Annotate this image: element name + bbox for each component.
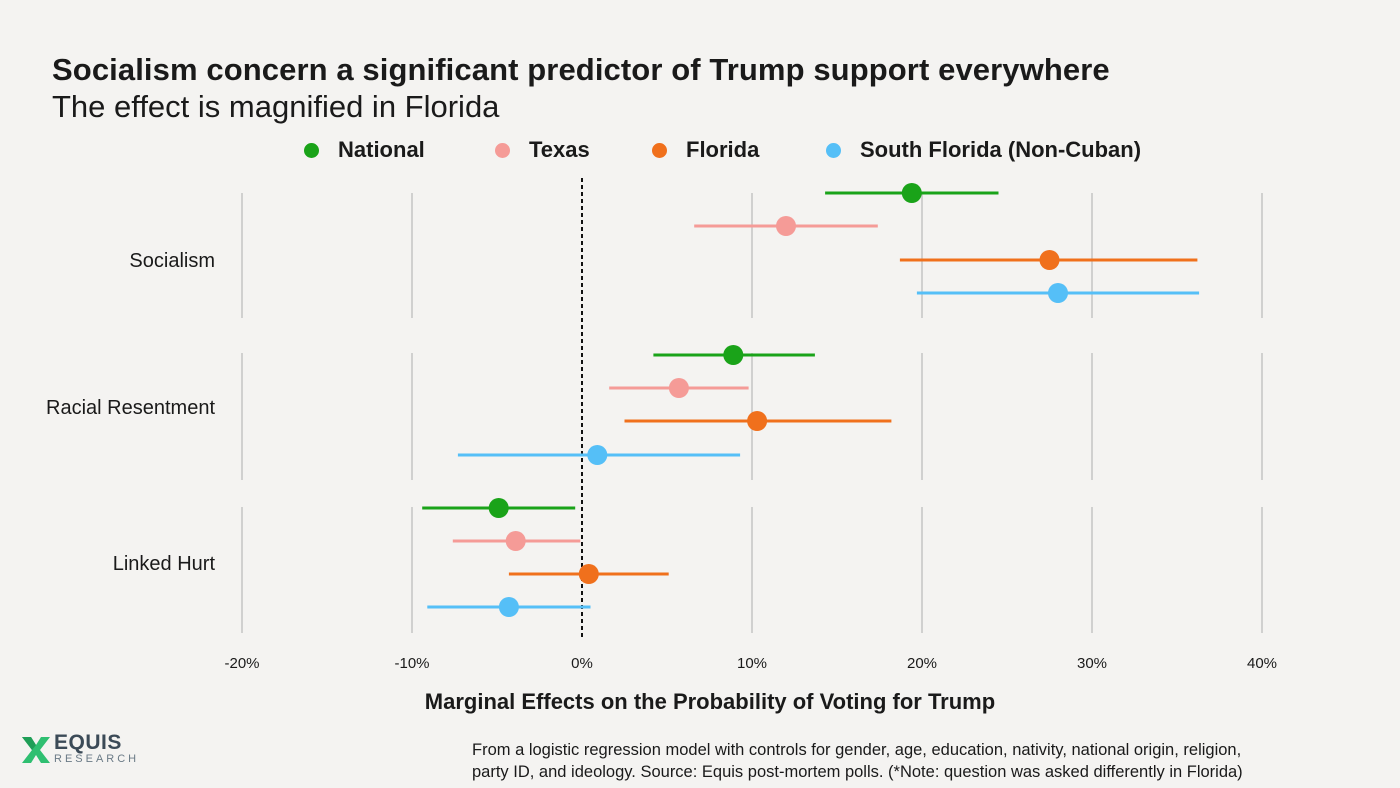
estimate-point (747, 411, 768, 431)
legend-item-florida: Florida (652, 137, 759, 163)
equis-logo: EQUIS RESEARCH (20, 731, 140, 766)
estimate-point (578, 564, 599, 584)
footnote: From a logistic regression model with co… (472, 739, 1243, 783)
category-label: Linked Hurt (113, 553, 216, 575)
footnote-line-2: party ID, and ideology. Source: Equis po… (472, 763, 1243, 781)
logo-brand-text: EQUIS (54, 731, 122, 754)
legend-label-texas: Texas (529, 137, 590, 162)
legend-item-south-florida: South Florida (Non-Cuban) (826, 137, 1141, 163)
category-label: Racial Resentment (46, 397, 215, 419)
estimate-point (776, 216, 796, 236)
equis-x-logo-icon (22, 736, 50, 763)
chart-subtitle: The effect is magnified in Florida (52, 89, 500, 124)
estimate-point (488, 498, 509, 518)
estimate-point (1039, 250, 1060, 270)
chart-title: Socialism concern a significant predicto… (52, 52, 1110, 87)
x-tick-label: 20% (907, 655, 937, 672)
legend-label-florida: Florida (686, 137, 760, 162)
legend-label-national: National (338, 137, 425, 162)
legend-swatch-florida (652, 142, 667, 158)
estimate-point (505, 531, 526, 551)
category-label: Socialism (129, 250, 215, 272)
legend-swatch-national (304, 142, 319, 158)
legend-swatch-south-florida (826, 142, 841, 158)
x-tick-label: 40% (1247, 655, 1277, 672)
x-tick-label: 0% (571, 655, 593, 672)
logo-sub-text: RESEARCH (54, 753, 140, 765)
x-tick-label: 10% (737, 655, 767, 672)
legend-item-national: National (304, 137, 425, 163)
estimate-point (498, 597, 519, 617)
x-tick-label: -20% (224, 655, 259, 672)
x-tick-label: 30% (1077, 655, 1107, 672)
estimate-point (587, 445, 608, 465)
estimate-point (723, 345, 744, 365)
x-axis-label: Marginal Effects on the Probability of V… (424, 689, 996, 714)
legend-swatch-texas (495, 142, 510, 158)
estimate-point (901, 183, 922, 203)
x-tick-label: -10% (394, 655, 429, 672)
legend-label-south-florida: South Florida (Non-Cuban) (860, 137, 1142, 162)
legend-item-texas: Texas (495, 137, 590, 163)
estimate-point (668, 378, 689, 398)
footnote-line-1: From a logistic regression model with co… (472, 741, 1242, 759)
estimate-point (1048, 283, 1068, 303)
